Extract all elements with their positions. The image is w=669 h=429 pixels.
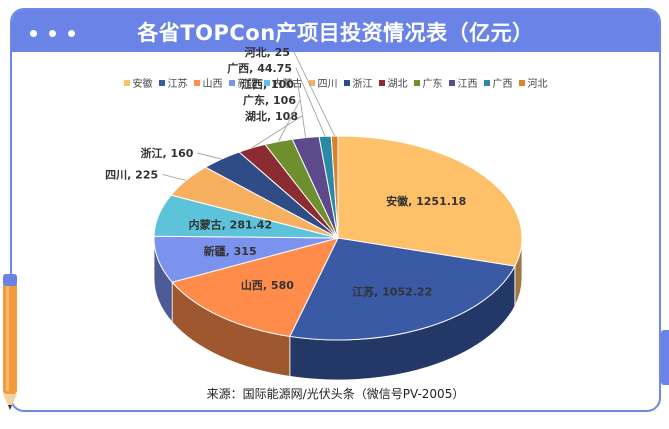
leader-line [297,83,306,138]
dot-icon [49,30,56,37]
legend-label: 内蒙古 [272,79,303,90]
legend-item: 江苏 [158,75,188,90]
pie-slice [171,237,339,337]
pie-slice [330,135,339,239]
legend-swatch [483,80,490,86]
pie-slice [289,237,516,341]
legend-label: 山西 [202,79,223,90]
data-label: 江苏, 1052.22 [352,284,432,298]
legend-item: 广西 [483,75,513,90]
data-label: 浙江, 160 [140,146,193,160]
legend-swatch [518,80,525,86]
legend-swatch [343,80,350,86]
legend-swatch [308,80,315,86]
legend-item: 四川 [308,75,338,90]
leader-line [295,67,326,137]
legend-label: 四川 [317,79,338,90]
data-label: 山西, 580 [241,278,294,292]
legend-swatch [193,80,200,86]
source-note: 来源：国际能源网/光伏头条（微信号PV-2005） [206,387,465,401]
legend-item: 安徽 [123,75,153,90]
dot-icon [68,30,75,37]
legend-item: 湖北 [378,75,408,90]
legend-swatch [413,80,420,86]
legend-swatch [263,80,270,86]
legend-item: 山西 [193,75,223,90]
side-tab-decoration [661,330,669,385]
data-label: 内蒙古, 281.42 [189,217,272,231]
legend-swatch [228,80,235,86]
legend-label: 江西 [457,79,478,90]
data-label: 江西, 100 [241,77,294,91]
leader-line [293,51,335,137]
legend-swatch [123,80,130,86]
pie-slice [337,135,523,267]
legend-label: 安徽 [132,79,153,90]
legend-item: 新疆 [228,75,258,90]
title-bar: 各省TOPCon产项目投资情况表（亿元） [12,10,659,52]
legend-item: 内蒙古 [263,75,303,90]
legend-label: 广西 [492,79,513,90]
pie-top-layer [153,135,523,341]
pie-side-layer [153,237,523,381]
legend-label: 浙江 [352,79,373,90]
data-label: 河北, 25 [245,45,290,59]
data-label: 湖北, 108 [245,109,298,123]
legend-swatch [158,80,165,86]
leader-line [162,173,187,181]
window-dots [30,22,87,41]
leader-line [251,115,303,149]
chart-legend: 安徽 江苏 山西 新疆 内蒙古 四川 浙江 湖北 广东 江西 广西 河北 [12,75,659,90]
pencil-decoration-icon [3,274,17,410]
legend-item: 江西 [448,75,478,90]
dot-icon [30,30,37,37]
leader-line [278,99,301,142]
legend-item: 河北 [518,75,548,90]
chart-title: 各省TOPCon产项目投资情况表（亿元） [137,21,534,45]
legend-item: 广东 [413,75,443,90]
data-label: 新疆, 315 [204,244,257,258]
legend-label: 广东 [422,79,443,90]
data-label: 安徽, 1251.18 [386,194,466,208]
legend-label: 江苏 [167,79,188,90]
data-label: 广东, 106 [243,93,296,107]
legend-label: 湖北 [387,79,408,90]
data-label: 广西, 44.75 [227,61,292,75]
legend-swatch [448,80,455,86]
legend-label: 新疆 [237,79,258,90]
legend-label: 河北 [527,79,548,90]
leader-line [197,152,222,160]
data-label: 四川, 225 [105,168,158,181]
pie-label-layer: 安徽, 1251.18 江苏, 1052.22 山西, 580 新疆, 315 内蒙古,… [105,45,466,298]
legend-swatch [378,80,385,86]
legend-item: 浙江 [343,75,373,90]
